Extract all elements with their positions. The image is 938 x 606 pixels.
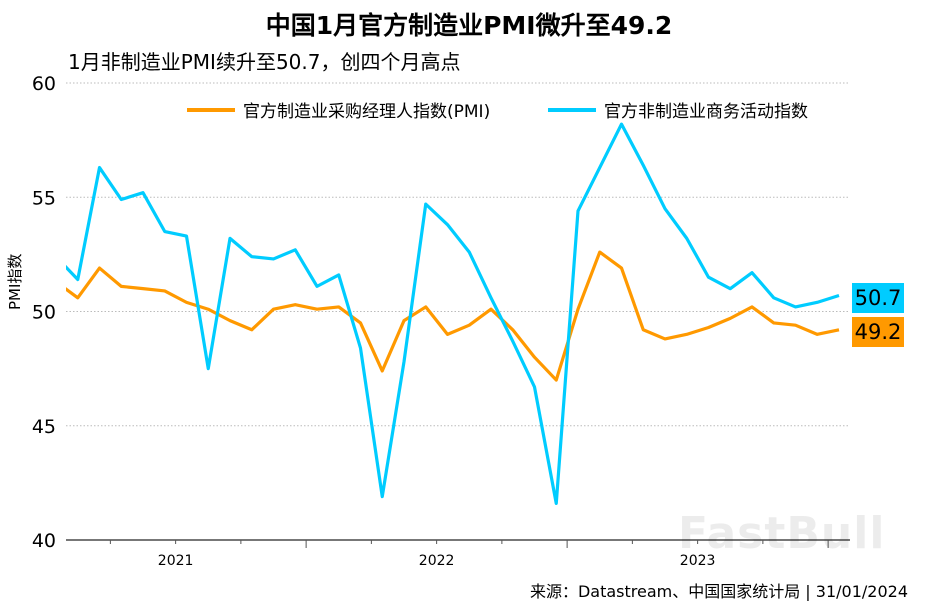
- legend-label: 官方制造业采购经理人指数(PMI): [243, 102, 490, 122]
- source-note: 来源：Datastream、中国国家统计局 | 31/01/2024: [529, 582, 908, 601]
- legend-label: 官方非制造业商务活动指数: [604, 102, 808, 122]
- y-tick-label: 60: [32, 73, 56, 95]
- y-tick-label: 55: [32, 187, 56, 209]
- mfg-pmi-line: [66, 250, 840, 382]
- y-tick-label: 40: [32, 530, 56, 552]
- chart-subtitle: 1月非制造业PMI续升至50.7，创四个月高点: [68, 50, 461, 74]
- nonmfg-last-value-badge: 50.7: [852, 283, 904, 313]
- nonmfg-pmi-line: [66, 122, 840, 506]
- mfg-last-value-badge: 49.2: [852, 317, 904, 347]
- x-tick-label: 2021: [158, 553, 194, 569]
- chart-title: 中国1月官方制造业PMI微升至49.2: [265, 11, 673, 40]
- y-tick-label: 50: [32, 302, 56, 324]
- watermark-logo: FastBull: [678, 508, 886, 559]
- y-tick-label: 45: [32, 416, 56, 438]
- x-tick-label: 2023: [680, 553, 716, 569]
- x-tick-label: 2022: [419, 553, 455, 569]
